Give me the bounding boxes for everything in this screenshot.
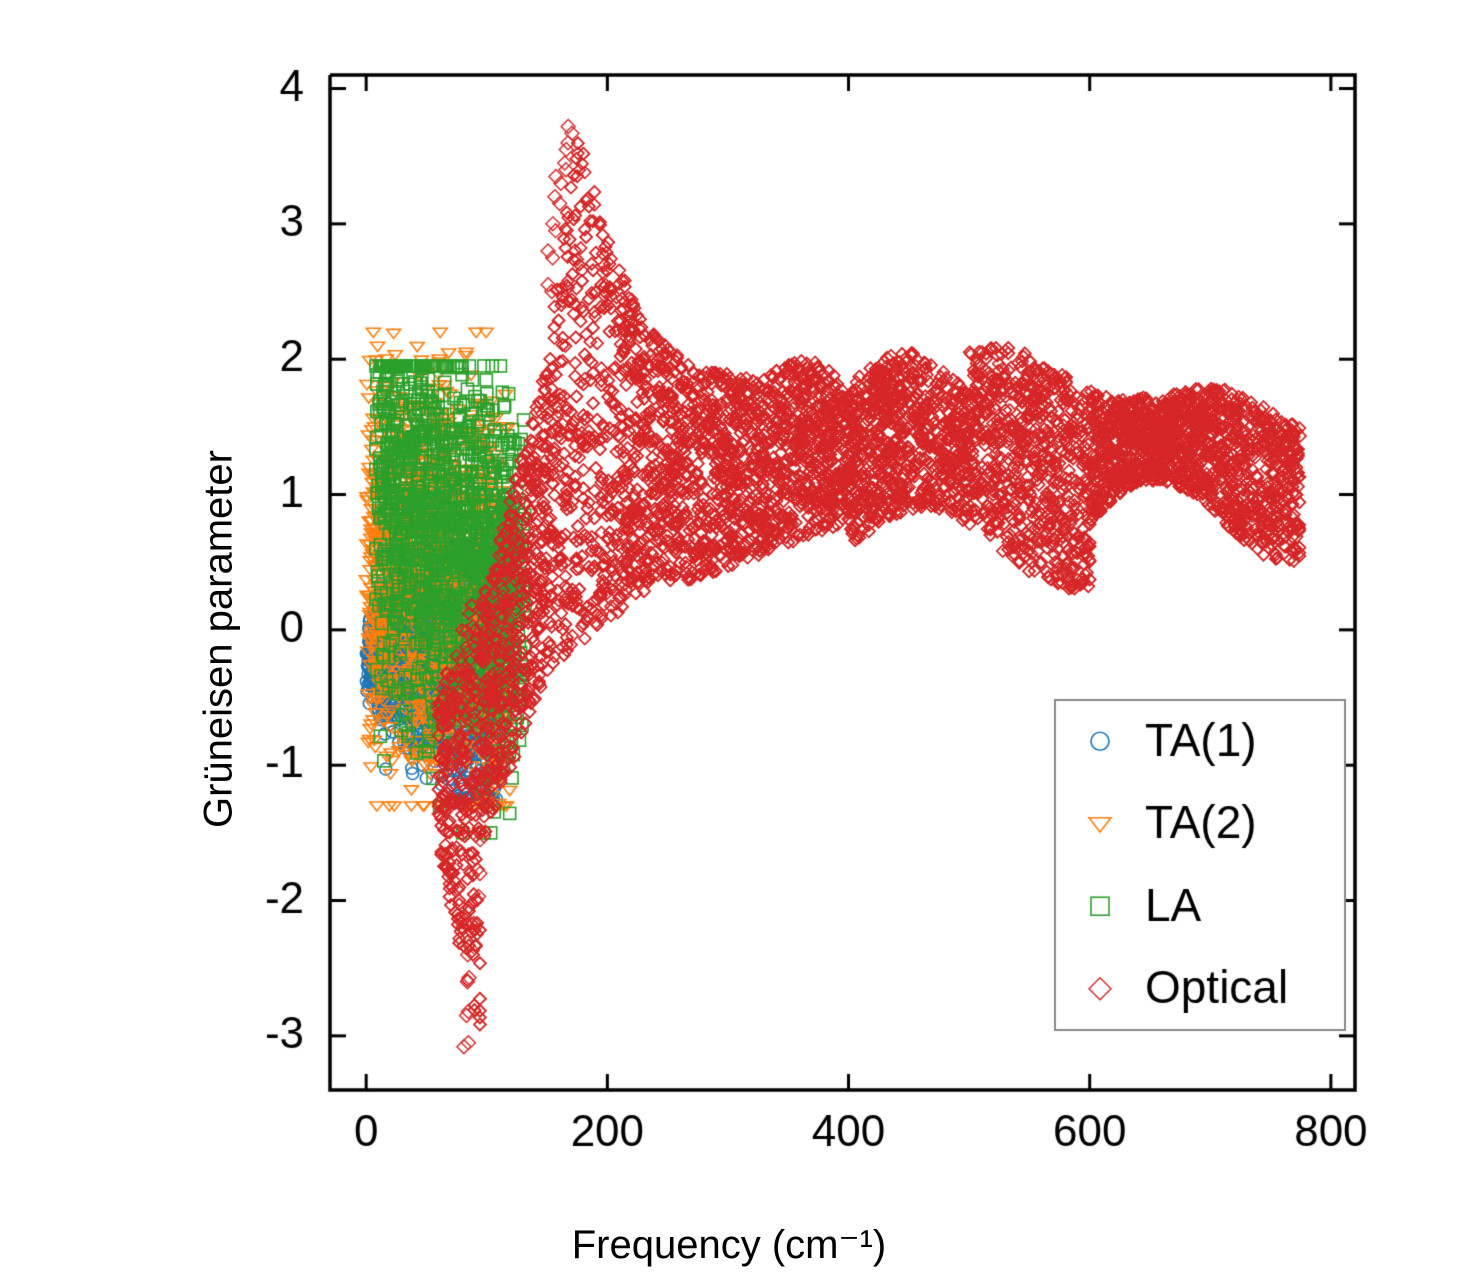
x-axis-label-text: Frequency (cm⁻¹) [572, 1223, 887, 1267]
x-axis-label: Frequency (cm⁻¹) [572, 1222, 887, 1268]
chart-container: Grüneisen parameter Frequency (cm⁻¹) TA(… [0, 0, 1458, 1278]
y-axis-label: Grüneisen parameter [196, 450, 241, 828]
